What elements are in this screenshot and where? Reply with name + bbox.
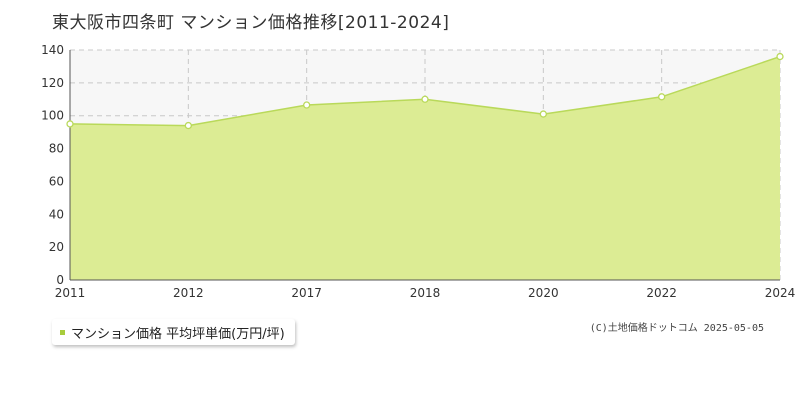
data-points <box>66 52 784 130</box>
data-point-2018 <box>421 95 429 103</box>
legend: マンション価格 平均坪単価(万円/坪) <box>52 319 295 345</box>
axes <box>69 50 780 281</box>
data-point-2024 <box>776 52 784 61</box>
data-point-2017 <box>303 101 311 109</box>
x-tick-label: 2018 <box>410 286 441 300</box>
y-tick-label: 60 <box>49 174 64 188</box>
data-point-2022 <box>658 93 666 101</box>
x-tick-label: 2017 <box>291 286 322 300</box>
x-tick-label: 2022 <box>646 286 677 300</box>
chart-title: 東大阪市四条町 マンション価格推移[2011-2024] <box>52 13 450 33</box>
x-tick-label: 2012 <box>173 286 204 300</box>
data-point-2011 <box>66 120 74 128</box>
y-tick-labels: 0 20 40 60 80 100 120 140 <box>41 43 64 287</box>
series-area <box>70 56 780 280</box>
x-tick-label: 2024 <box>765 286 796 300</box>
y-tick-label: 40 <box>49 207 64 221</box>
y-tick-label: 0 <box>56 273 64 287</box>
legend-label: マンション価格 平均坪単価(万円/坪) <box>71 326 285 342</box>
y-tick-label: 100 <box>41 109 64 123</box>
data-point-2020 <box>539 110 547 118</box>
data-point-2012 <box>184 121 192 130</box>
x-tick-label: 2020 <box>528 286 559 300</box>
y-tick-label: 140 <box>41 43 64 57</box>
y-tick-label: 80 <box>49 142 64 156</box>
y-tick-label: 120 <box>41 76 64 90</box>
y-tick-label: 20 <box>49 240 64 254</box>
credit-text: (C)土地価格ドットコム 2025-05-05 <box>589 323 764 334</box>
x-tick-label: 2011 <box>55 286 86 300</box>
legend-swatch <box>60 329 65 335</box>
x-tick-labels: 2011 2012 2017 2018 2020 2022 2024 <box>55 286 796 300</box>
